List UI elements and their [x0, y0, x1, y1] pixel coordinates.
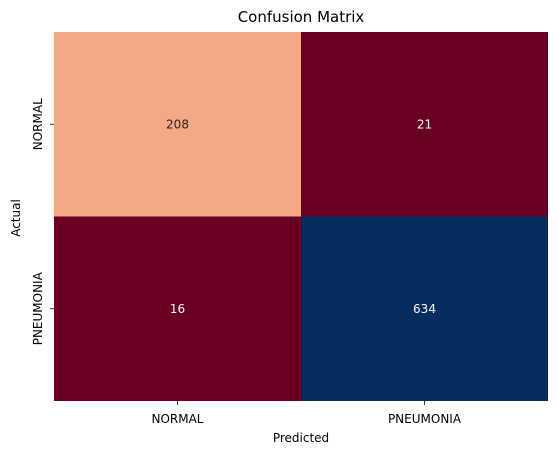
heatmap-cell-1-1 — [301, 216, 548, 401]
x-tick-label-0: NORMAL — [151, 412, 203, 426]
cell-value-label-1-1: 634 — [413, 302, 436, 316]
y-axis-label: Actual — [9, 199, 23, 237]
heatmap-cell-0-0 — [54, 32, 301, 217]
heatmap-cell-0-1 — [301, 32, 548, 217]
chart-title: Confusion Matrix — [238, 8, 365, 26]
cell-value-label-0-1: 21 — [417, 117, 432, 131]
cell-value-label-0-0: 208 — [166, 117, 189, 131]
cell-value-label-1-0: 16 — [170, 302, 185, 316]
y-axis-ticks: NORMAL PNEUMONIA — [31, 98, 54, 345]
heatmap-cell-1-0 — [54, 216, 301, 401]
heatmap-cell-labels: 208 21 16 634 — [166, 117, 436, 316]
x-axis-ticks: NORMAL PNEUMONIA — [151, 401, 462, 426]
y-tick-label-1: PNEUMONIA — [31, 271, 45, 345]
y-tick-label-0: NORMAL — [31, 98, 45, 150]
x-tick-label-1: PNEUMONIA — [388, 412, 462, 426]
heatmap-cells — [54, 32, 548, 401]
x-axis-label: Predicted — [273, 431, 329, 445]
